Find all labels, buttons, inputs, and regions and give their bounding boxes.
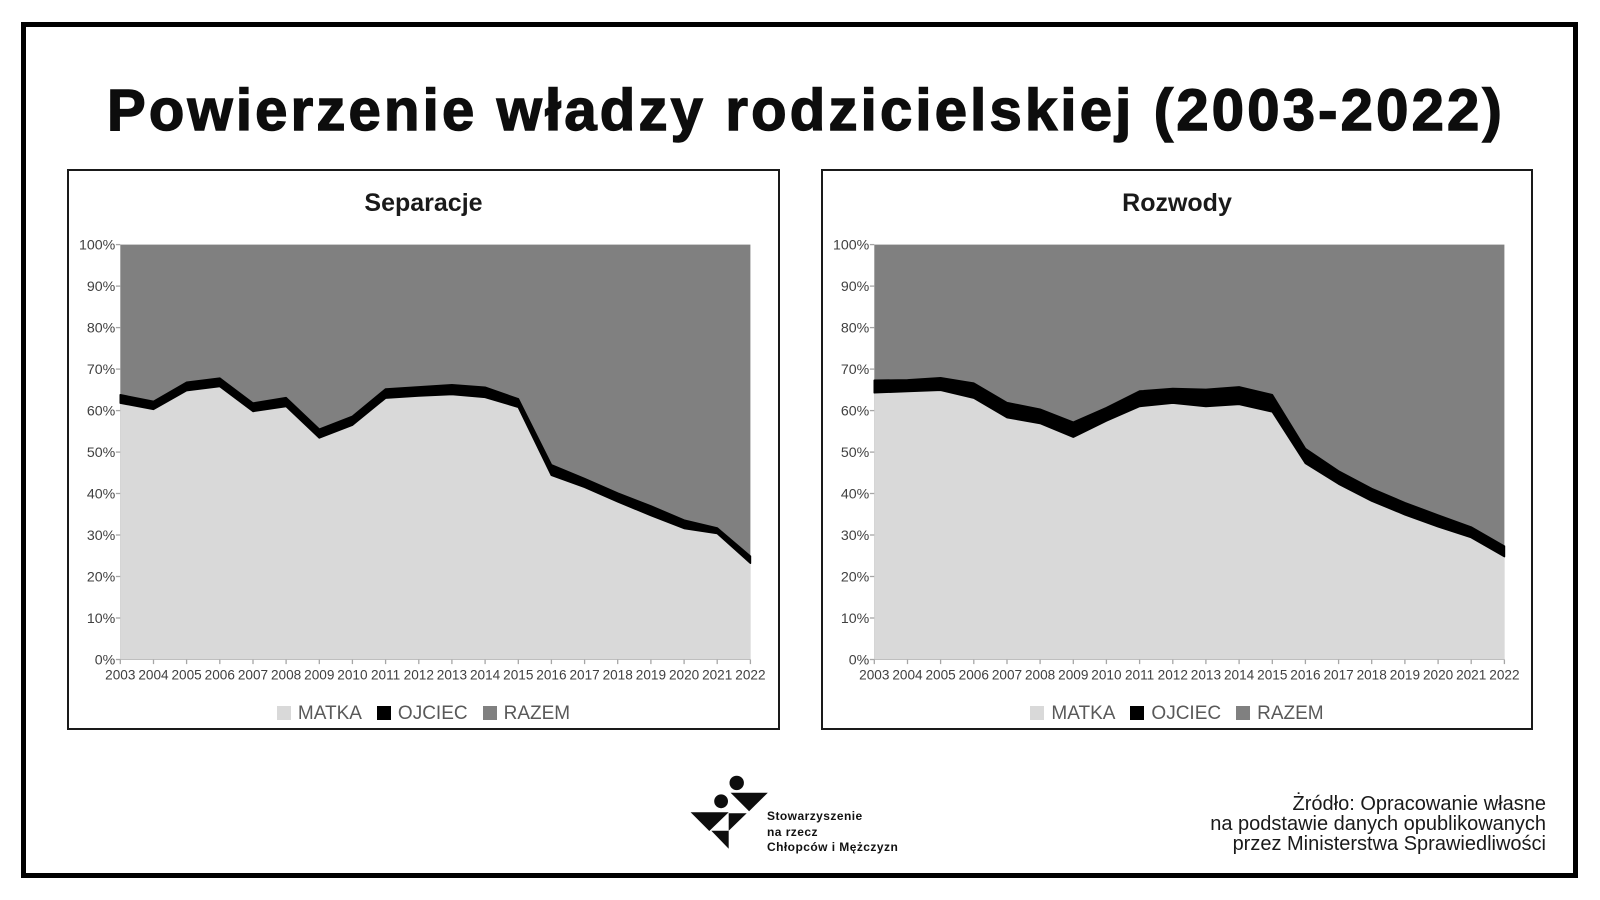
- svg-text:20%: 20%: [87, 570, 116, 586]
- svg-text:100%: 100%: [833, 238, 870, 254]
- svg-text:0%: 0%: [95, 653, 116, 669]
- svg-text:2017: 2017: [1323, 667, 1353, 682]
- svg-text:2004: 2004: [892, 667, 923, 682]
- svg-text:50%: 50%: [87, 445, 116, 461]
- svg-text:2009: 2009: [1058, 667, 1088, 682]
- svg-text:2018: 2018: [1357, 667, 1387, 682]
- svg-text:30%: 30%: [87, 528, 116, 544]
- svg-text:2017: 2017: [569, 667, 599, 682]
- svg-text:10%: 10%: [841, 611, 870, 627]
- svg-text:2013: 2013: [1191, 667, 1221, 682]
- svg-text:2021: 2021: [1456, 667, 1486, 682]
- svg-text:2006: 2006: [205, 667, 235, 682]
- svg-text:2005: 2005: [171, 667, 201, 682]
- svg-text:2022: 2022: [735, 667, 765, 682]
- svg-text:90%: 90%: [87, 279, 116, 295]
- svg-text:2011: 2011: [1125, 667, 1154, 682]
- svg-text:70%: 70%: [841, 362, 870, 378]
- svg-text:2005: 2005: [925, 667, 955, 682]
- svg-text:2004: 2004: [138, 667, 169, 682]
- svg-text:2009: 2009: [304, 667, 334, 682]
- svg-text:2020: 2020: [669, 667, 700, 682]
- svg-text:2016: 2016: [1290, 667, 1320, 682]
- svg-text:80%: 80%: [841, 321, 870, 337]
- svg-text:2019: 2019: [636, 667, 666, 682]
- svg-text:2010: 2010: [337, 667, 368, 682]
- svg-text:90%: 90%: [841, 279, 870, 295]
- svg-text:2003: 2003: [859, 667, 889, 682]
- svg-text:2007: 2007: [238, 667, 268, 682]
- svg-text:2007: 2007: [992, 667, 1022, 682]
- svg-text:2013: 2013: [437, 667, 467, 682]
- svg-text:100%: 100%: [79, 238, 116, 254]
- svg-text:20%: 20%: [841, 570, 870, 586]
- svg-text:2015: 2015: [1257, 667, 1287, 682]
- svg-text:30%: 30%: [841, 528, 870, 544]
- svg-text:2020: 2020: [1423, 667, 1454, 682]
- svg-text:2008: 2008: [1025, 667, 1055, 682]
- svg-text:80%: 80%: [87, 321, 116, 337]
- svg-text:2006: 2006: [959, 667, 989, 682]
- svg-text:2012: 2012: [404, 667, 434, 682]
- svg-text:2010: 2010: [1091, 667, 1122, 682]
- svg-text:70%: 70%: [87, 362, 116, 378]
- svg-text:40%: 40%: [87, 487, 116, 503]
- svg-text:2014: 2014: [470, 667, 501, 682]
- svg-text:2021: 2021: [702, 667, 732, 682]
- svg-text:2018: 2018: [603, 667, 633, 682]
- svg-text:50%: 50%: [841, 445, 870, 461]
- svg-text:2015: 2015: [503, 667, 533, 682]
- svg-text:2019: 2019: [1390, 667, 1420, 682]
- svg-text:60%: 60%: [841, 404, 870, 420]
- svg-text:2014: 2014: [1224, 667, 1255, 682]
- svg-text:0%: 0%: [849, 653, 870, 669]
- svg-text:2011: 2011: [371, 667, 400, 682]
- svg-text:10%: 10%: [87, 611, 116, 627]
- svg-text:40%: 40%: [841, 487, 870, 503]
- svg-text:2022: 2022: [1489, 667, 1519, 682]
- svg-text:2016: 2016: [536, 667, 566, 682]
- svg-text:2012: 2012: [1158, 667, 1188, 682]
- svg-text:60%: 60%: [87, 404, 116, 420]
- svg-text:2008: 2008: [271, 667, 301, 682]
- svg-text:2003: 2003: [105, 667, 135, 682]
